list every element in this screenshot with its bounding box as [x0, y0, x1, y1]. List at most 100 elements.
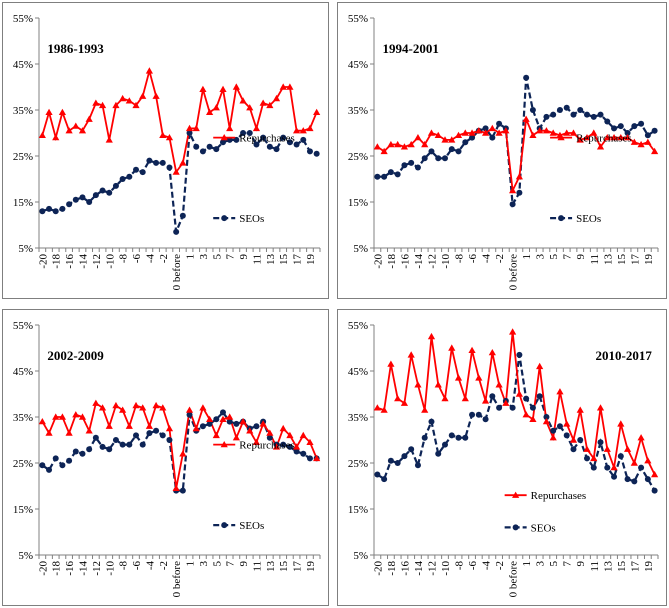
repurchases-point — [306, 124, 314, 132]
x-tick-label: 0 before — [171, 561, 183, 597]
x-tick-label: 15 — [278, 561, 290, 573]
seos-point — [139, 169, 146, 176]
repurchases-point — [522, 115, 530, 122]
seos-point — [193, 143, 200, 150]
x-tick-label: -8 — [454, 561, 466, 571]
repurchases-point — [617, 134, 625, 141]
seos-point — [99, 187, 106, 194]
repurchases-point — [448, 136, 456, 143]
seos-point — [313, 150, 320, 157]
seos-point — [590, 464, 597, 471]
seos-point — [146, 157, 153, 164]
repurchases-point — [373, 143, 381, 150]
x-tick-label: -10 — [440, 254, 452, 269]
seos-point — [624, 476, 631, 483]
repurchases-point — [92, 99, 100, 106]
y-tick-label: 15% — [13, 504, 33, 516]
x-tick-label: -8 — [118, 561, 130, 571]
repurchases-point — [266, 429, 274, 436]
seos-point — [213, 146, 220, 153]
repurchases-point — [279, 83, 287, 90]
x-tick-label: -12 — [91, 254, 103, 269]
repurchases-point — [610, 134, 618, 141]
seos-point — [435, 450, 442, 457]
x-tick-label: -14 — [413, 561, 425, 576]
repurchases-point — [272, 443, 281, 450]
repurchases-point — [306, 438, 314, 445]
repurchases-point — [299, 431, 307, 439]
repurchases-point — [583, 445, 591, 452]
seos-point — [79, 450, 86, 457]
repurchases-point — [461, 395, 469, 402]
repurchases-point — [387, 140, 395, 148]
repurchases-point — [509, 186, 517, 194]
repurchases-point — [644, 457, 652, 464]
x-tick-label: 7 — [225, 254, 237, 260]
y-tick-label: 55% — [348, 320, 368, 332]
repurchases-point — [206, 415, 214, 422]
seos-point — [240, 130, 247, 136]
seos-point — [577, 437, 584, 443]
x-tick-label: 13 — [265, 561, 277, 573]
seos-point — [86, 446, 93, 453]
seos-point — [408, 446, 415, 453]
seos-point — [126, 173, 133, 180]
y-tick-label: 55% — [13, 320, 33, 332]
y-tick-label: 25% — [13, 458, 33, 470]
x-tick-label: -16 — [64, 561, 76, 576]
repurchases-point — [549, 129, 557, 136]
seos-point — [226, 418, 233, 425]
seos-point — [556, 423, 563, 430]
repurchases-point — [475, 374, 483, 381]
repurchases-point — [427, 129, 436, 136]
seos-point — [280, 441, 287, 448]
seos-point — [543, 113, 550, 120]
seos-point — [462, 139, 469, 146]
repurchases-point — [266, 101, 274, 109]
x-tick-label: -18 — [386, 561, 398, 576]
seos-point — [529, 107, 536, 113]
repurchases-point — [630, 459, 638, 466]
repurchases-point — [387, 360, 395, 367]
repurchases-point — [112, 401, 120, 409]
repurchases-point — [623, 134, 632, 141]
seos-point — [153, 427, 160, 434]
seos-point — [39, 208, 46, 215]
repurchases-point — [427, 332, 436, 340]
repurchases-point — [65, 127, 73, 134]
x-tick-label: -18 — [51, 561, 63, 576]
seos-point — [414, 164, 421, 171]
seos-point — [523, 74, 530, 81]
seos-point — [617, 123, 624, 130]
x-tick-label: -16 — [399, 254, 411, 269]
repurchases-point — [556, 388, 564, 395]
seos-point — [523, 395, 530, 402]
x-tick-label: 1 — [185, 561, 197, 567]
seos-point — [206, 143, 213, 150]
x-tick-label: 5 — [548, 254, 560, 260]
y-tick-label: 5% — [18, 550, 33, 562]
seos-point — [280, 134, 287, 141]
repurchases-point — [165, 134, 174, 141]
repurchases-point — [219, 415, 227, 422]
seos-point — [59, 205, 66, 212]
y-tick-label: 5% — [353, 243, 368, 255]
seos-point — [126, 441, 133, 448]
legend-marker-repurchases — [220, 441, 228, 448]
repurchases-point — [461, 129, 469, 136]
seos-point — [179, 487, 186, 494]
seos-point — [139, 441, 146, 448]
seos-point — [529, 404, 536, 411]
repurchases-point — [105, 422, 113, 429]
repurchases-point — [132, 401, 140, 409]
repurchases-point — [239, 97, 247, 104]
x-tick-label: -20 — [37, 561, 49, 576]
x-tick-label: 1 — [185, 254, 197, 260]
seos-point — [133, 432, 140, 439]
repurchases-point — [145, 67, 153, 74]
y-tick-label: 15% — [348, 197, 368, 209]
seos-point — [448, 432, 455, 439]
repurchases-point — [152, 401, 160, 409]
seos-point — [79, 194, 86, 201]
chart-panel-2: 5%15%25%35%45%55%-20 -18 -16 -14 -12 -10 -8 -6-… — [337, 2, 667, 299]
